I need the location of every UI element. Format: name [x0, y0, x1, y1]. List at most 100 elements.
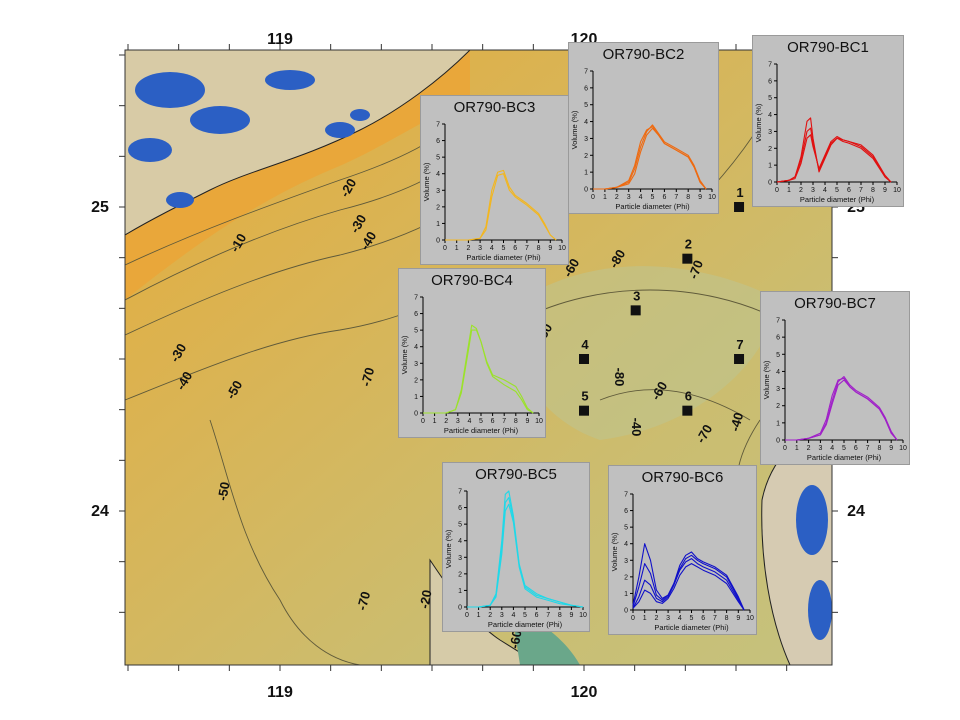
x-tick-label: 4	[678, 615, 682, 622]
y-tick-label: 1	[584, 170, 588, 177]
y-tick-label: 6	[414, 311, 418, 318]
series-line	[632, 543, 745, 611]
x-tick-label: 0	[591, 194, 595, 201]
y-tick-label: 1	[414, 394, 418, 401]
x-tick-label: 10	[558, 245, 566, 252]
x-tick-label: 0	[465, 612, 469, 619]
x-tick-label: 7	[674, 194, 678, 201]
x-tick-label: 7	[713, 615, 717, 622]
y-tick-label: 4	[768, 112, 772, 119]
x-tick-label: 5	[690, 615, 694, 622]
x-tick-label: 7	[866, 445, 870, 452]
series-line	[632, 558, 745, 611]
series-line	[785, 379, 898, 441]
series-line	[593, 124, 707, 190]
x-tick-label: 9	[548, 245, 552, 252]
greenish-deep-zone	[514, 266, 780, 440]
x-tick-label: 0	[421, 418, 425, 425]
y-tick-label: 3	[414, 361, 418, 368]
y-tick-label: 3	[776, 386, 780, 393]
x-tick-label: 1	[433, 418, 437, 425]
stations: 1 2 3 4 7 5 6	[579, 185, 745, 416]
x-tick-label: 1	[787, 187, 791, 194]
x-tick-label: 0	[783, 445, 787, 452]
x-tick-label: 6	[491, 418, 495, 425]
y-tick-label: 7	[768, 62, 772, 69]
inset-title-bc4: OR790-BC4	[431, 272, 513, 289]
y-tick-label: 5	[414, 328, 418, 335]
y-tick-label: 5	[624, 525, 628, 532]
x-tick-label: 5	[842, 445, 846, 452]
y-tick-label: 1	[624, 591, 628, 598]
station-label: 5	[581, 389, 588, 404]
station-marker	[734, 202, 745, 212]
y-tick-label: 0	[436, 238, 440, 245]
x-tick-label: 9	[525, 418, 529, 425]
station-label: 3	[633, 288, 640, 303]
x-axis-label: Particle diameter (Phi)	[444, 426, 519, 435]
inset-chart-bc2: OR790-BC2 0 1 2 3 4 5 6 7 0 1 2 3 4 5 6 7 8 9 10 Particle d…	[568, 42, 719, 214]
x-tick-label: 2	[466, 245, 470, 252]
x-tick-label: 6	[535, 612, 539, 619]
series-line	[632, 563, 745, 611]
x-tick-label: 3	[500, 612, 504, 619]
x-tick-label: 8	[877, 445, 881, 452]
lat-label-left-24: 24	[91, 503, 109, 520]
series-line	[445, 173, 557, 241]
x-tick-label: 7	[859, 187, 863, 194]
x-tick-label: 5	[502, 245, 506, 252]
y-axis-label: Volume (%)	[444, 529, 453, 568]
x-tick-label: 2	[615, 194, 619, 201]
y-tick-label: 7	[458, 489, 462, 496]
y-axis-label: Volume (%)	[754, 103, 763, 142]
x-tick-label: 1	[603, 194, 607, 201]
x-tick-label: 4	[639, 194, 643, 201]
y-tick-label: 6	[436, 138, 440, 145]
y-tick-label: 1	[768, 163, 772, 170]
x-tick-label: 3	[478, 245, 482, 252]
x-tick-label: 4	[511, 612, 515, 619]
series-line	[785, 376, 898, 441]
inset-title-bc1: OR790-BC1	[787, 39, 869, 56]
x-tick-label: 1	[795, 445, 799, 452]
y-tick-label: 2	[458, 571, 462, 578]
contour-label: -40	[629, 418, 644, 437]
series-line	[423, 329, 534, 414]
x-axis-label: Particle diameter (Phi)	[807, 453, 882, 462]
inset-chart-bc1: OR790-BC1 0 1 2 3 4 5 6 7 0 1 2 3 4 5 6 7 8 9 10 Particle d…	[752, 35, 904, 207]
y-tick-label: 5	[458, 522, 462, 529]
inset-plot-bc1: 0 1 2 3 4 5 6 7 0 1 2 3 4 5 6 7 8 9 10 Particle diameter (P…	[754, 62, 901, 205]
series-line	[593, 126, 707, 190]
y-tick-label: 3	[584, 136, 588, 143]
y-axis-label: Volume (%)	[570, 110, 579, 149]
y-axis-label: Volume (%)	[610, 532, 619, 571]
x-tick-label: 4	[490, 245, 494, 252]
inset-chart-bc6: OR790-BC6 0 1 2 3 4 5 6 7 0 1 2 3 4 5 6 7 8 9 10 Particle d…	[608, 465, 757, 635]
series-line	[423, 324, 534, 414]
x-tick-label: 4	[823, 187, 827, 194]
x-tick-label: 8	[871, 187, 875, 194]
x-tick-label: 10	[708, 194, 716, 201]
station-marker	[630, 305, 641, 316]
y-tick-label: 2	[414, 377, 418, 384]
y-tick-label: 2	[436, 204, 440, 211]
x-tick-label: 10	[746, 615, 754, 622]
inset-chart-bc4: OR790-BC4 0 1 2 3 4 5 6 7 0 1 2 3 4 5 6 7 8 9 10 Particle d…	[398, 268, 546, 438]
x-tick-label: 0	[775, 187, 779, 194]
series-line	[776, 134, 892, 183]
contour-label: -50	[215, 481, 233, 502]
x-axis-label: Particle diameter (Phi)	[488, 620, 563, 629]
station-label: 6	[685, 389, 692, 404]
y-tick-label: 7	[624, 492, 628, 499]
lat-label-right-24: 24	[847, 503, 865, 520]
x-tick-label: 9	[889, 445, 893, 452]
mainland-coast	[125, 50, 471, 236]
x-tick-label: 5	[479, 418, 483, 425]
y-axis-label: Volume (%)	[762, 360, 771, 399]
x-tick-label: 6	[701, 615, 705, 622]
y-tick-label: 0	[414, 411, 418, 418]
x-tick-label: 2	[799, 187, 803, 194]
station-label: 4	[581, 337, 589, 352]
